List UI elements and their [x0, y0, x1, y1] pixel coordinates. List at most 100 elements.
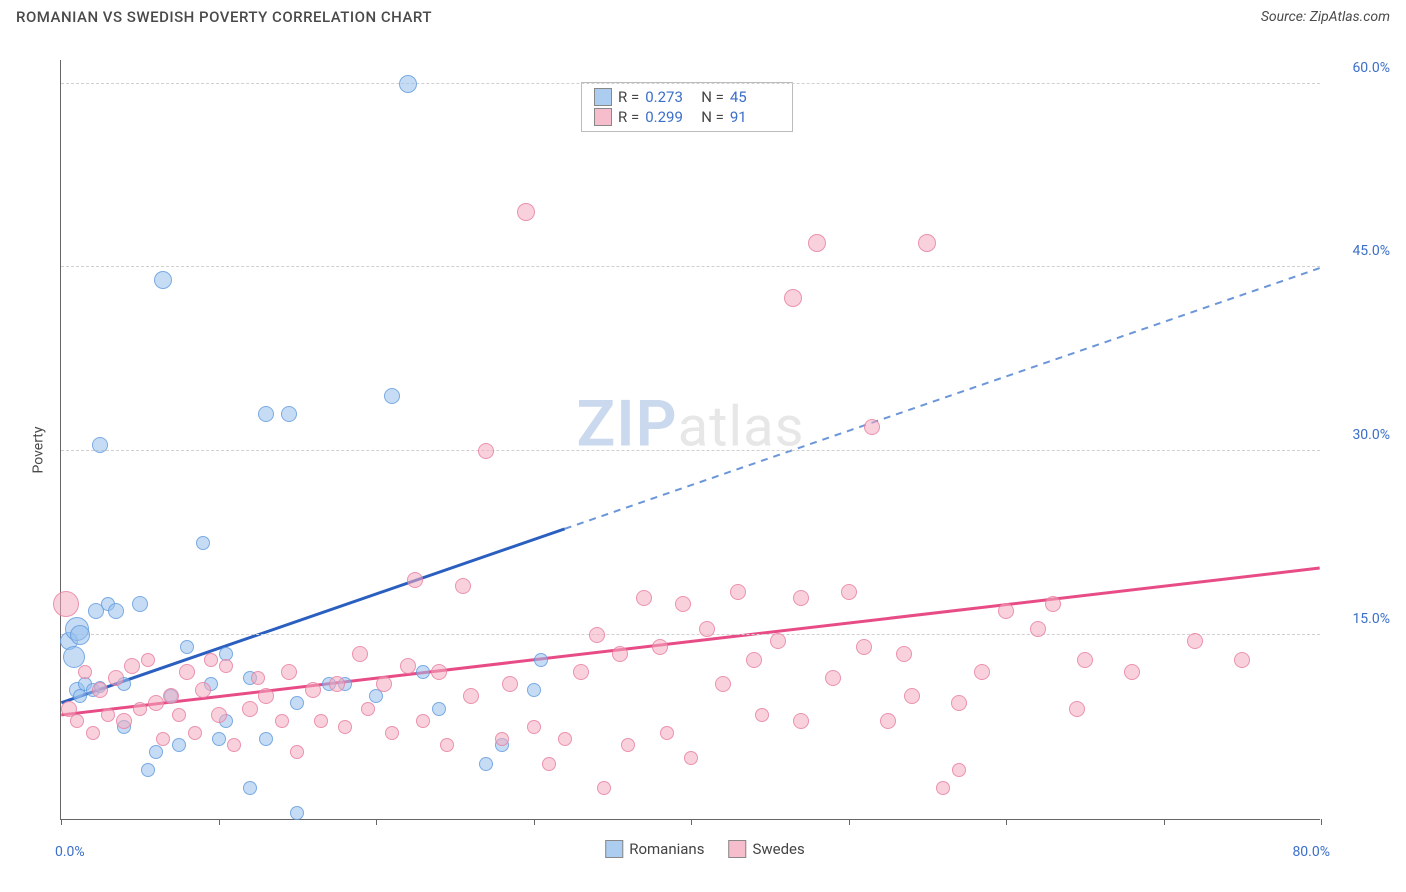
data-point [904, 688, 920, 704]
data-point [478, 443, 494, 459]
data-point [527, 683, 541, 697]
data-point [154, 271, 172, 289]
data-point [974, 664, 990, 680]
x-tick-mark [849, 819, 850, 825]
data-point [793, 590, 809, 606]
data-point [808, 234, 826, 252]
data-point [440, 738, 454, 752]
data-point [896, 646, 912, 662]
data-point [880, 713, 896, 729]
data-point [652, 639, 668, 655]
data-point [952, 763, 966, 777]
data-point [172, 708, 186, 722]
data-point [660, 726, 674, 740]
data-point [1030, 621, 1046, 637]
data-point [542, 757, 556, 771]
r-label: R = [618, 108, 639, 126]
data-point [1187, 633, 1203, 649]
data-point [251, 671, 265, 685]
x-tick-mark [1321, 819, 1322, 825]
data-point [148, 695, 164, 711]
data-point [53, 591, 79, 617]
legend-item-romanians: Romanians [605, 840, 704, 858]
x-min-label: 0.0% [55, 844, 85, 860]
data-point [116, 713, 132, 729]
data-point [675, 596, 691, 612]
data-point [517, 203, 535, 221]
data-point [163, 688, 179, 704]
n-label: N = [701, 108, 724, 126]
data-point [314, 714, 328, 728]
x-tick-mark [61, 819, 62, 825]
x-tick-mark [376, 819, 377, 825]
data-point [784, 289, 802, 307]
data-point [195, 682, 211, 698]
x-tick-mark [1164, 819, 1165, 825]
data-point [399, 75, 417, 93]
data-point [92, 437, 108, 453]
data-point [746, 652, 762, 668]
r-value-0: 0.273 [645, 88, 695, 106]
y-tick-label: 15.0% [1352, 611, 1390, 627]
swatch-blue-icon [605, 840, 623, 858]
data-point [305, 682, 321, 698]
data-point [715, 676, 731, 692]
data-point [918, 234, 936, 252]
data-point [400, 658, 416, 674]
data-point [180, 640, 194, 654]
data-point [1045, 596, 1061, 612]
data-point [149, 745, 163, 759]
data-point [156, 732, 170, 746]
data-point [352, 646, 368, 662]
data-point [416, 665, 430, 679]
data-point [212, 732, 226, 746]
data-point [361, 702, 375, 716]
data-point [204, 653, 218, 667]
data-point [1124, 664, 1140, 680]
gridline [61, 634, 1320, 635]
data-point [281, 406, 297, 422]
data-point [597, 781, 611, 795]
data-point [479, 757, 493, 771]
data-point [1234, 652, 1250, 668]
data-point [730, 584, 746, 600]
data-point [407, 572, 423, 588]
data-point [275, 714, 289, 728]
data-point [699, 621, 715, 637]
data-point [141, 653, 155, 667]
x-tick-mark [534, 819, 535, 825]
data-point [936, 781, 950, 795]
data-point [108, 603, 124, 619]
n-value-0: 45 [730, 88, 780, 106]
data-point [502, 676, 518, 692]
data-point [864, 419, 880, 435]
data-point [621, 738, 635, 752]
data-point [612, 646, 628, 662]
y-axis-label: Poverty [31, 426, 47, 473]
y-tick-label: 30.0% [1352, 427, 1390, 443]
gridline [61, 450, 1320, 451]
x-max-label: 80.0% [1292, 844, 1330, 860]
data-point [259, 732, 273, 746]
swatch-blue-icon [594, 88, 612, 106]
legend: Romanians Swedes [605, 840, 805, 858]
data-point [770, 633, 786, 649]
plot-area: ZIPatlas R = 0.273 N = 45 R = 0.299 N = … [60, 60, 1320, 820]
data-point [108, 670, 124, 686]
data-point [376, 676, 392, 692]
data-point [416, 714, 430, 728]
data-point [172, 738, 186, 752]
data-point [951, 695, 967, 711]
data-point [636, 590, 652, 606]
data-point [132, 596, 148, 612]
data-point [124, 658, 140, 674]
data-point [329, 676, 345, 692]
data-point [455, 578, 471, 594]
data-point [384, 388, 400, 404]
data-point [431, 664, 447, 680]
data-point [534, 653, 548, 667]
data-point [141, 763, 155, 777]
data-point [290, 696, 304, 710]
gridline [61, 83, 1320, 84]
data-point [70, 714, 84, 728]
